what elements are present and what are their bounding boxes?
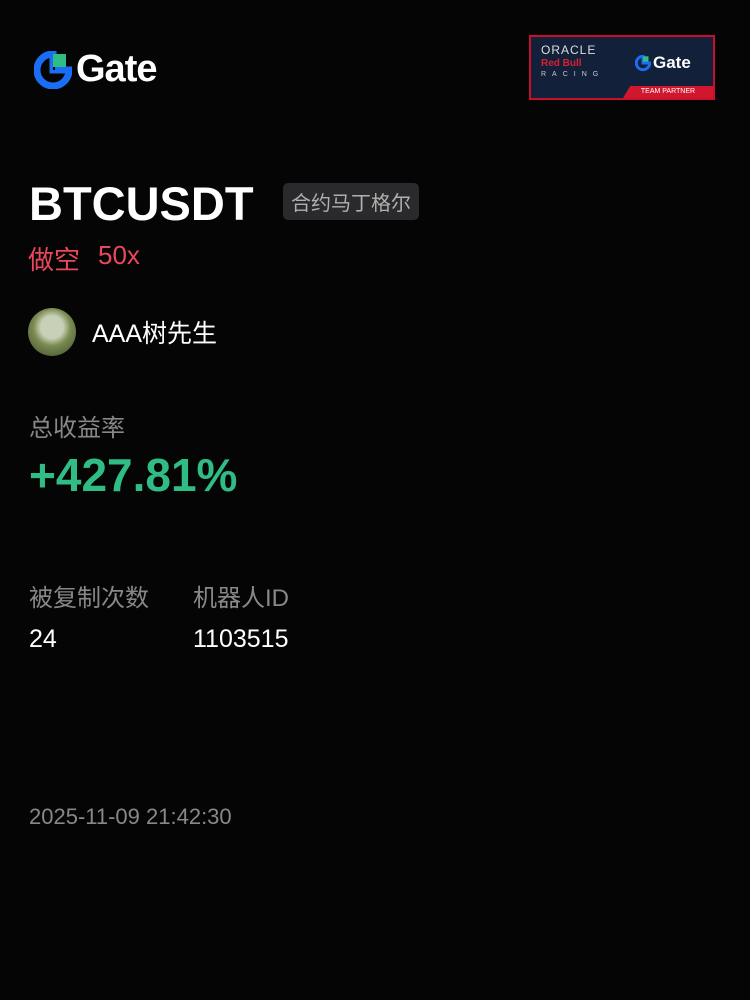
stat-label: 机器人ID: [193, 585, 289, 612]
stat-value: 1103515: [193, 625, 289, 653]
timestamp: 2025-11-09 21:42:30: [29, 804, 232, 829]
gate-logo-text: Gate: [76, 48, 157, 90]
stat-value: 24: [29, 625, 57, 653]
trader: AAA树先生: [28, 308, 217, 356]
oracle-text: ORACLE: [541, 43, 597, 57]
redbull-text: Red Bull: [541, 58, 582, 69]
roi-label: 总收益率: [29, 415, 125, 442]
team-partner-badge: ORACLE Red Bull RACING Gate TEAM PARTNER: [529, 35, 715, 100]
bot-id-stat: 机器人ID 1103515: [193, 578, 289, 654]
badge-gate-text: Gate: [653, 53, 691, 72]
copy-count-stat: 被复制次数 24: [29, 578, 149, 654]
leverage: 50x: [98, 240, 140, 270]
team-partner-text: TEAM PARTNER: [623, 86, 713, 98]
side-label: 做空: [28, 245, 81, 275]
symbol: BTCUSDT: [29, 177, 254, 230]
avatar: [28, 308, 76, 356]
roi-value: +427.81%: [29, 449, 238, 501]
gate-logo-icon: [34, 50, 72, 89]
position-side: 做空 50x: [28, 240, 140, 277]
strategy-tag: 合约马丁格尔: [283, 183, 419, 220]
badge-gate-logo: Gate: [635, 53, 691, 73]
stat-label: 被复制次数: [29, 585, 149, 612]
gate-logo: Gate: [34, 48, 157, 91]
racing-text: RACING: [541, 71, 605, 78]
trader-name: AAA树先生: [92, 320, 218, 348]
gate-logo-icon: [635, 55, 651, 71]
